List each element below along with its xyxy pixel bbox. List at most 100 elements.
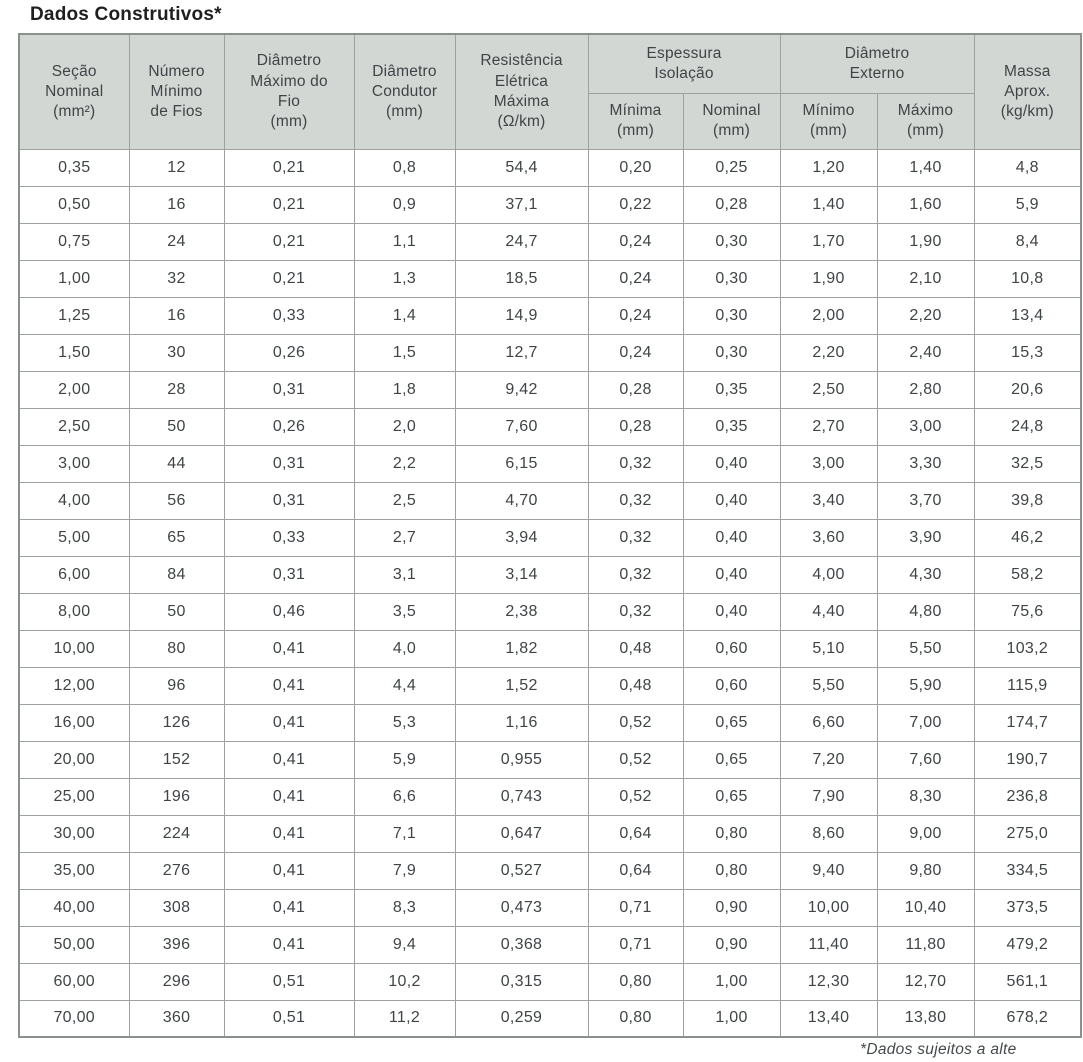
cell: 44	[128, 444, 225, 483]
cell: 8,00	[18, 592, 130, 631]
cell: 10,00	[18, 629, 130, 668]
cell: 50,00	[18, 925, 130, 964]
cell: 8,4	[973, 222, 1082, 261]
col-group-espessura-isolacao: Espessura Isolação	[587, 33, 781, 94]
cell: 1,52	[454, 666, 589, 705]
cell: 54,4	[454, 148, 589, 187]
cell: 40,00	[18, 888, 130, 927]
cell: 5,50	[876, 629, 975, 668]
cell: 1,40	[779, 185, 878, 224]
cell: 0,65	[682, 777, 781, 816]
cell: 7,1	[353, 814, 456, 853]
cell: 2,70	[779, 407, 878, 446]
table-body: 0,35 12 0,21 0,8 54,4 0,20 0,25 1,20 1,40 4,8 0,50…	[18, 148, 1082, 1038]
col-group-diametro-externo: Diâmetro Externo	[779, 33, 975, 94]
cell: 4,00	[18, 481, 130, 520]
cell: 11,2	[353, 999, 456, 1038]
cell: 24,7	[454, 222, 589, 261]
cell: 46,2	[973, 518, 1082, 557]
cell: 16,00	[18, 703, 130, 742]
cell: 35,00	[18, 851, 130, 890]
cell: 3,5	[353, 592, 456, 631]
cell: 80	[128, 629, 225, 668]
cell: 1,90	[876, 222, 975, 261]
col-header-numero-minimo-fios: Número Mínimo de Fios	[128, 33, 225, 150]
cell: 0,30	[682, 333, 781, 372]
table-row: 25,00 196 0,41 6,6 0,743 0,52 0,65 7,90 8,30 236,…	[18, 777, 1082, 816]
cell: 1,1	[353, 222, 456, 261]
cell: 5,90	[876, 666, 975, 705]
cell: 115,9	[973, 666, 1082, 705]
cell: 1,00	[682, 999, 781, 1038]
cell: 11,40	[779, 925, 878, 964]
cell: 0,28	[587, 407, 684, 446]
cell: 396	[128, 925, 225, 964]
cell: 18,5	[454, 259, 589, 298]
cell: 3,14	[454, 555, 589, 594]
cell: 7,90	[779, 777, 878, 816]
cell: 2,7	[353, 518, 456, 557]
col-subheader-espessura-nominal: Nominal (mm)	[682, 92, 781, 150]
cell: 5,50	[779, 666, 878, 705]
cell: 0,743	[454, 777, 589, 816]
cell: 0,28	[587, 370, 684, 409]
cell: 1,25	[18, 296, 130, 335]
cell: 6,6	[353, 777, 456, 816]
table-row: 6,00 84 0,31 3,1 3,14 0,32 0,40 4,00 4,30 58,2	[18, 555, 1082, 594]
table-row: 0,35 12 0,21 0,8 54,4 0,20 0,25 1,20 1,40 4,8	[18, 148, 1082, 187]
cell: 0,75	[18, 222, 130, 261]
cell: 0,41	[223, 777, 355, 816]
cell: 4,30	[876, 555, 975, 594]
page-title: Dados Construtivos*	[30, 4, 222, 25]
col-header-diametro-condutor: Diâmetro Condutor (mm)	[353, 33, 456, 150]
cell: 0,40	[682, 592, 781, 631]
cell: 7,00	[876, 703, 975, 742]
cell: 84	[128, 555, 225, 594]
cell: 7,60	[454, 407, 589, 446]
cell: 0,22	[587, 185, 684, 224]
cell: 126	[128, 703, 225, 742]
cell: 0,30	[682, 222, 781, 261]
table-row: 12,00 96 0,41 4,4 1,52 0,48 0,60 5,50 5,90 115,9	[18, 666, 1082, 705]
cell: 1,60	[876, 185, 975, 224]
cell: 0,52	[587, 703, 684, 742]
cell: 0,21	[223, 185, 355, 224]
cell: 2,10	[876, 259, 975, 298]
cell: 0,60	[682, 629, 781, 668]
cell: 275,0	[973, 814, 1082, 853]
cell: 5,9	[973, 185, 1082, 224]
table-row: 20,00 152 0,41 5,9 0,955 0,52 0,65 7,20 7,60 190,…	[18, 740, 1082, 779]
cell: 30	[128, 333, 225, 372]
cell: 0,25	[682, 148, 781, 187]
cell: 50	[128, 592, 225, 631]
cell: 24	[128, 222, 225, 261]
table-row: 2,50 50 0,26 2,0 7,60 0,28 0,35 2,70 3,00 24,8	[18, 407, 1082, 446]
cell: 0,41	[223, 925, 355, 964]
cell: 50	[128, 407, 225, 446]
cell: 0,90	[682, 888, 781, 927]
cell: 152	[128, 740, 225, 779]
cell: 3,00	[18, 444, 130, 483]
cell: 0,24	[587, 259, 684, 298]
cell: 0,90	[682, 925, 781, 964]
cell: 11,80	[876, 925, 975, 964]
cell: 0,48	[587, 666, 684, 705]
cell: 224	[128, 814, 225, 853]
cell: 6,00	[18, 555, 130, 594]
cell: 0,32	[587, 555, 684, 594]
cell: 0,41	[223, 851, 355, 890]
cell: 0,20	[587, 148, 684, 187]
cell: 96	[128, 666, 225, 705]
cell: 4,70	[454, 481, 589, 520]
col-subheader-externo-minimo: Mínimo (mm)	[779, 92, 878, 150]
col-header-diametro-maximo-fio: Diâmetro Máximo do Fio (mm)	[223, 33, 355, 150]
cell: 0,473	[454, 888, 589, 927]
cell: 0,28	[682, 185, 781, 224]
cell: 0,40	[682, 518, 781, 557]
cell: 0,24	[587, 333, 684, 372]
cell: 3,94	[454, 518, 589, 557]
cell: 13,4	[973, 296, 1082, 335]
cell: 0,368	[454, 925, 589, 964]
cell: 3,00	[876, 407, 975, 446]
